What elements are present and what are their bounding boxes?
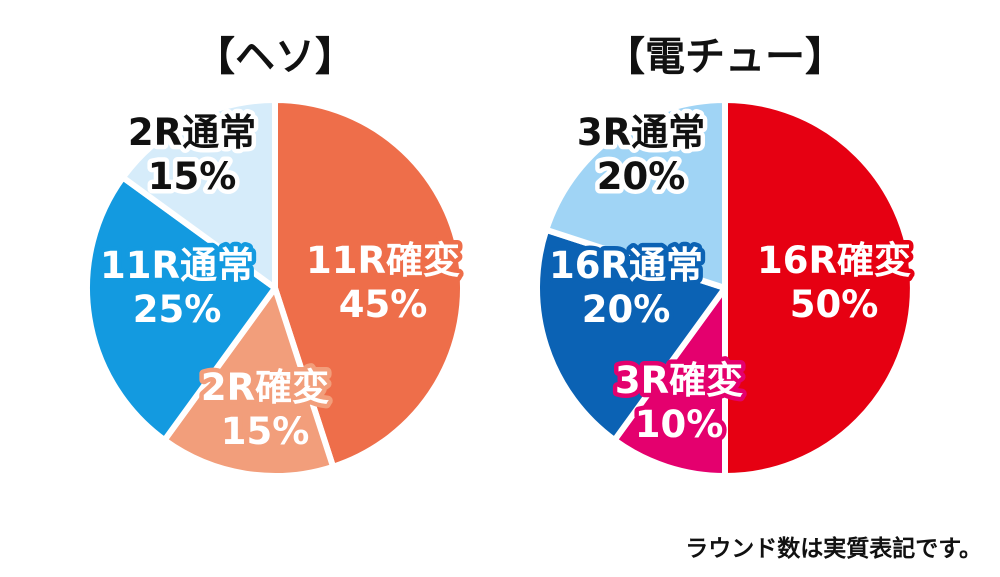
- pie-slice: [534, 226, 728, 444]
- slice-value: 25%: [133, 288, 222, 331]
- slice-label: 11R確変: [306, 239, 460, 282]
- pie-slice: [84, 174, 278, 444]
- slice-label: 2R確変: [201, 366, 329, 409]
- footnote: ラウンド数は実質表記です。: [685, 536, 982, 562]
- slice-value: 50%: [790, 283, 879, 326]
- pie-slice: [543, 97, 728, 291]
- slice-value: 10%: [635, 403, 724, 446]
- slice-value: 15%: [221, 410, 310, 453]
- slice-label: 16R確変: [757, 239, 911, 282]
- pie-slice: [722, 97, 916, 479]
- slice-value: 20%: [582, 288, 671, 331]
- pie-slice: [161, 285, 337, 479]
- pie-slice: [119, 97, 278, 291]
- pie-slice: [272, 97, 466, 470]
- slice-value: 20%: [597, 155, 686, 198]
- slice-label: 16R通常: [549, 244, 703, 287]
- slice-value: 45%: [339, 283, 428, 326]
- slice-value: 15%: [148, 155, 237, 198]
- chart-title: 【ヘソ】: [195, 34, 355, 80]
- slice-label: 3R通常: [577, 111, 705, 154]
- chart-title: 【電チュー】: [605, 34, 845, 80]
- slice-label: 2R通常: [128, 111, 256, 154]
- slice-label: 11R通常: [100, 244, 254, 287]
- pie-slice: [611, 285, 728, 479]
- slice-label: 3R確変: [615, 359, 743, 402]
